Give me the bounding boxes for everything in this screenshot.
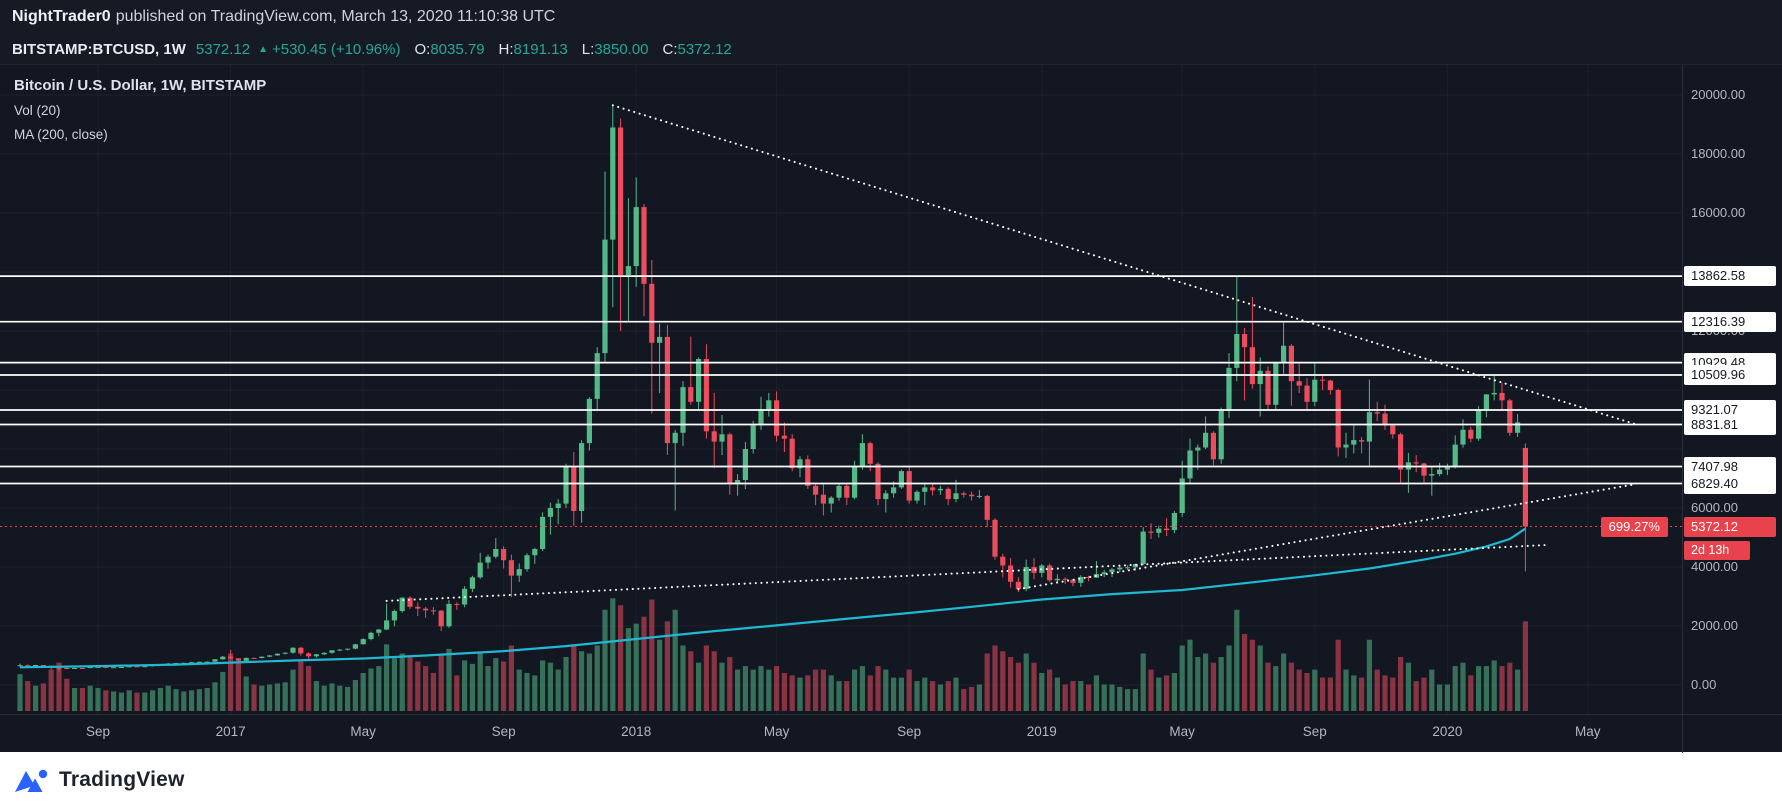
last-price: 5372.12 bbox=[195, 40, 251, 58]
time-axis-label: Sep bbox=[897, 724, 922, 739]
current-price-badge: 5372.12 bbox=[1684, 516, 1776, 537]
time-axis-label: May bbox=[763, 724, 790, 739]
time-axis-label: Sep bbox=[85, 724, 111, 739]
time-axis-label: Sep bbox=[1302, 724, 1327, 739]
price-level-badge: 13862.58 bbox=[1684, 266, 1776, 287]
chart-legend: Bitcoin / U.S. Dollar, 1W, BITSTAMP Vol … bbox=[14, 77, 266, 151]
time-axis-label: 2019 bbox=[1026, 724, 1057, 739]
time-axis-label: 2020 bbox=[1432, 724, 1463, 739]
low-label: L: bbox=[581, 40, 595, 58]
price-level-badge: 8831.81 bbox=[1684, 414, 1776, 435]
tradingview-logo-icon[interactable] bbox=[14, 767, 50, 794]
publish-details: published on TradingView.com, March 13, … bbox=[115, 8, 556, 25]
open-pair: O:8035.79 bbox=[414, 41, 484, 58]
volume-indicator-label: Vol (20) bbox=[14, 103, 61, 118]
open-value: 8035.79 bbox=[430, 40, 485, 58]
price-chart[interactable]: Bitcoin / U.S. Dollar, 1W, BITSTAMP Vol … bbox=[0, 65, 1682, 715]
ma-indicator-label: MA (200, close) bbox=[14, 127, 108, 142]
countdown-badge: 2d 13h bbox=[1684, 540, 1750, 560]
price-axis-label: 6000.00 bbox=[1691, 500, 1738, 515]
price-level-badge: 12316.39 bbox=[1684, 311, 1776, 332]
time-axis-label: May bbox=[1575, 724, 1601, 739]
footer: TradingView bbox=[0, 752, 1782, 808]
low-pair: L:3850.00 bbox=[582, 41, 649, 58]
close-label: C: bbox=[662, 40, 678, 58]
up-triangle-icon: ▲ bbox=[258, 43, 269, 55]
symbol-name: BITSTAMP:BTCUSD, 1W bbox=[12, 40, 186, 58]
publish-bar: NightTrader0 published on TradingView.co… bbox=[0, 0, 1782, 34]
symbol-info-bar: BITSTAMP:BTCUSD, 1W 5372.12 ▲ +530.45 (+… bbox=[0, 34, 1782, 64]
price-axis-label: 16000.00 bbox=[1691, 205, 1746, 220]
time-axis-label: Sep bbox=[491, 724, 516, 739]
price-axis-label: 2000.00 bbox=[1691, 618, 1738, 633]
price-change: +530.45 (+10.96%) bbox=[272, 40, 401, 58]
close-pair: C:5372.12 bbox=[663, 41, 732, 58]
price-axis-label: 20000.00 bbox=[1691, 87, 1746, 102]
price-axis-label: 0.00 bbox=[1691, 677, 1717, 692]
time-axis-label: 2017 bbox=[215, 724, 246, 739]
close-value: 5372.12 bbox=[677, 40, 732, 58]
tradingview-brand[interactable]: TradingView bbox=[59, 768, 185, 791]
axis-divider bbox=[1682, 715, 1683, 753]
price-level-badge: 6829.40 bbox=[1684, 473, 1776, 494]
publisher-username: NightTrader0 bbox=[12, 8, 111, 25]
time-axis-label: May bbox=[1169, 724, 1195, 739]
candlestick-chart[interactable] bbox=[0, 65, 1682, 715]
price-axis-label: 4000.00 bbox=[1691, 559, 1738, 574]
time-axis-label: 2018 bbox=[621, 724, 652, 739]
low-value: 3850.00 bbox=[594, 40, 649, 58]
high-pair: H:8191.13 bbox=[499, 41, 568, 58]
chart-title: Bitcoin / U.S. Dollar, 1W, BITSTAMP bbox=[14, 77, 267, 94]
price-level-badge: 10509.96 bbox=[1684, 365, 1776, 385]
open-label: O: bbox=[414, 40, 431, 58]
time-axis[interactable]: Sep 2017 May Sep 2018 May Sep 2019 May Sep 2020 May bbox=[0, 714, 1782, 753]
chart-area: Bitcoin / U.S. Dollar, 1W, BITSTAMP Vol … bbox=[0, 64, 1782, 715]
high-label: H: bbox=[498, 40, 514, 58]
trendline-percent-badge: 699.27% bbox=[1600, 516, 1668, 537]
high-value: 8191.13 bbox=[513, 40, 568, 58]
price-axis-label: 18000.00 bbox=[1691, 146, 1746, 161]
time-axis-label: May bbox=[350, 724, 376, 739]
price-level-badge: 7407.98 bbox=[1684, 456, 1776, 477]
price-axis[interactable]: 20000.0018000.0016000.0012000.006000.004… bbox=[1682, 65, 1782, 715]
